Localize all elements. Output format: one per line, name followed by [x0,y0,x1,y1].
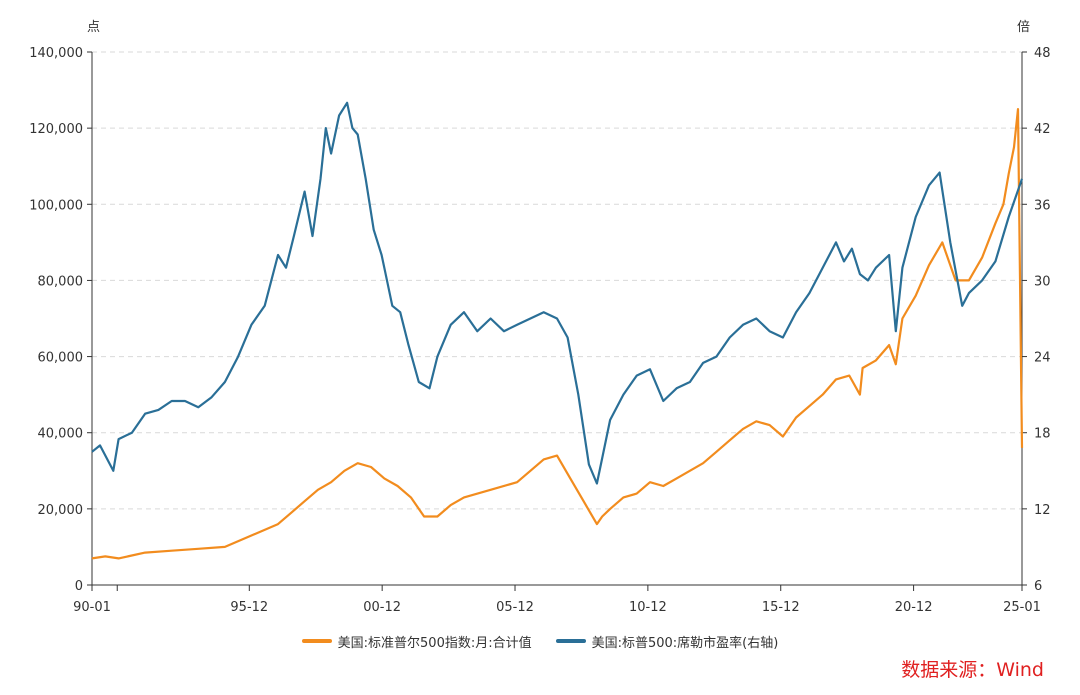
legend-item-sp500-index: 美国:标准普尔500指数:月:合计值 [301,630,532,652]
right-tick-label: 36 [1034,198,1051,213]
left-axis-unit: 点 [87,20,100,35]
axes [91,52,1023,586]
x-tick-label: 90-01 [73,600,111,615]
right-tick-label: 24 [1034,351,1051,366]
left-axis-ticks: 0 20,000 40,000 60,000 80,000 100,000 120,000 1… [29,46,92,594]
right-tick-label: 42 [1034,122,1051,137]
legend-label: 美国:标准普尔500指数:月:合计值 [337,635,532,651]
right-tick-label: 18 [1034,427,1051,442]
legend-label: 美国:标普500:席勒市盈率(右轴) [591,635,779,651]
series-lines [91,101,1024,560]
x-tick-label: 25-01 [1003,600,1041,615]
sp500-index-line [91,107,1024,560]
right-tick-label: 30 [1034,274,1051,289]
data-source: 数据来源：Wind [901,659,1044,681]
left-tick-label: 40,000 [38,427,84,442]
legend: 美国:标准普尔500指数:月:合计值 美国:标普500:席勒市盈率(右轴) [0,630,1080,652]
grid-lines [92,51,1022,510]
right-axis-unit: 倍 [1017,20,1030,35]
left-tick-label: 0 [75,579,83,594]
shiller-pe-line [91,101,1024,485]
x-tick-label: 20-12 [895,600,933,615]
x-tick-label: 15-12 [762,600,800,615]
left-tick-label: 120,000 [29,122,83,137]
right-tick-label: 6 [1034,579,1042,594]
left-tick-label: 140,000 [29,46,83,61]
legend-item-shiller-pe: 美国:标普500:席勒市盈率(右轴) [555,630,779,652]
right-axis-ticks: 6 12 18 24 30 36 42 48 [1022,46,1051,594]
chart: 0 20,000 40,000 60,000 80,000 100,000 120,000 1… [29,20,1051,615]
legend-swatch-blue [555,639,586,643]
right-tick-label: 48 [1034,46,1051,61]
right-tick-label: 12 [1034,503,1051,518]
x-tick-label: 05-12 [496,600,534,615]
left-tick-label: 100,000 [29,198,83,213]
x-tick-label: 95-12 [230,600,268,615]
x-axis-ticks: 90-01 95-12 00-12 05-12 10-12 15-12 20-12 25-01 [73,585,1041,615]
legend-swatch-orange [301,639,332,643]
left-tick-label: 60,000 [38,351,84,366]
left-tick-label: 80,000 [38,274,84,289]
x-tick-label: 10-12 [629,600,667,615]
x-tick-label: 00-12 [363,600,401,615]
left-tick-label: 20,000 [38,503,84,518]
